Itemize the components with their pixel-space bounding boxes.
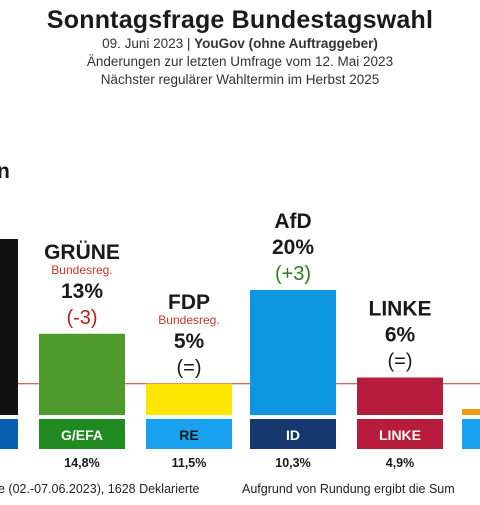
party-label: GRÜNE [44, 241, 120, 264]
party-label: AfD [274, 210, 311, 233]
ep-group-percentage: 4,9% [386, 456, 415, 470]
poll-date: 09. Juni 2023 [102, 36, 184, 51]
change-label: (-3) [66, 307, 97, 329]
election-note: Nächster regulärer Wahltermin im Herbst … [100, 72, 380, 87]
value-label: 13% [61, 280, 103, 303]
bar-5 [357, 377, 443, 415]
poll-separator: | [183, 36, 195, 51]
bar-6 [462, 409, 480, 415]
change-label: (=) [388, 351, 413, 373]
ep-group-box-2 [39, 419, 125, 449]
government-label: Bundesreg. [158, 313, 219, 327]
changes-note: Änderungen zur letzten Umfrage vom 12. M… [86, 54, 394, 69]
ep-group-box-5 [357, 419, 443, 449]
ep-group-label: LINKE [379, 427, 421, 443]
poll-info-line: 09. Juni 2023 | YouGov (ohne Auftraggebe… [0, 35, 480, 53]
value-label: 6% [385, 324, 416, 347]
bar-3 [146, 383, 232, 415]
pollster-name: YouGov (ohne Auftraggeber) [194, 36, 378, 51]
party-label: LINKE [369, 298, 432, 321]
ep-group-box-4 [250, 419, 336, 449]
ep-group-label: ID [286, 427, 300, 443]
cutoff-party-label: n [0, 160, 10, 183]
bar-1 [0, 239, 18, 415]
ep-group-box-1 [0, 419, 18, 449]
footer-rounding-note: Aufgrund von Rundung ergibt die Sum [242, 482, 455, 496]
party-label: FDP [168, 291, 210, 314]
ep-group-percentage: 14,8% [64, 456, 99, 470]
ep-group-box-6 [462, 419, 480, 449]
bar-4 [250, 290, 336, 415]
ep-group-percentage: 11,5% [172, 456, 207, 470]
government-label: Bundesreg. [51, 263, 112, 277]
ep-group-box-3 [146, 419, 232, 449]
change-label: (+3) [275, 263, 311, 285]
footer-source: e (02.-07.06.2023), 1628 Deklarierte [0, 482, 200, 496]
change-label: (=) [177, 357, 202, 379]
value-label: 5% [174, 330, 205, 353]
chart-title: Sonntagsfrage Bundestagswahl [46, 6, 434, 34]
chart-header: Sonntagsfrage Bundestagswahl 09. Juni 20… [0, 0, 480, 89]
bar-2 [39, 333, 125, 415]
ep-group-label: RE [179, 427, 198, 443]
value-label: 20% [272, 236, 314, 259]
ep-group-percentage: 10,3% [275, 456, 310, 470]
ep-group-label: G/EFA [61, 427, 103, 443]
